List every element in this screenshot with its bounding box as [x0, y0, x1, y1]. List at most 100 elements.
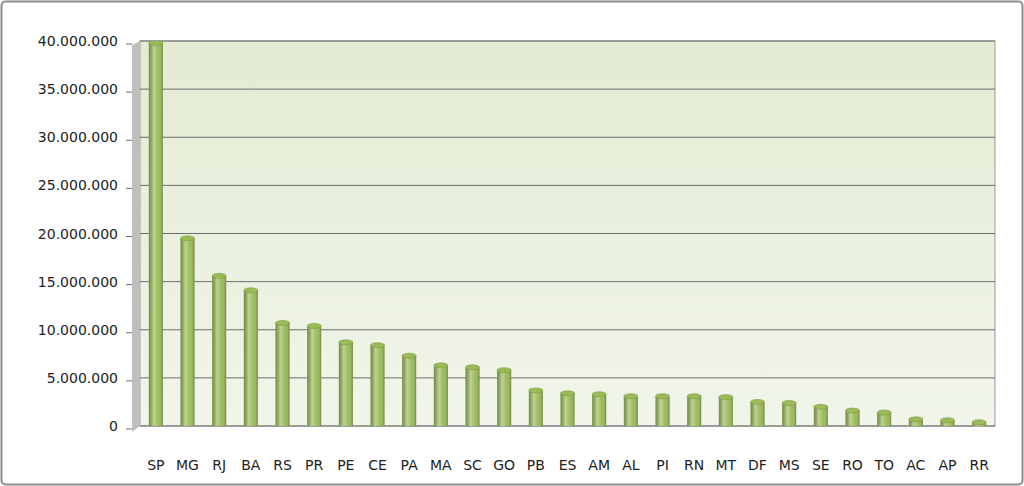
tick-mark: [126, 284, 132, 285]
category-label: BA: [241, 457, 261, 473]
grid-line: [140, 185, 995, 186]
bar: [149, 43, 163, 426]
bar: [782, 403, 796, 426]
category-label: PI: [656, 457, 669, 473]
bar-cap: [782, 400, 796, 405]
chart: 0 5.000.000 10.000.000 15.000.000 20.000.000…: [0, 0, 1024, 486]
bar-cap: [624, 394, 638, 399]
bar: [371, 345, 385, 426]
bar: [402, 356, 416, 426]
bar: [339, 342, 353, 426]
category-label: RO: [842, 457, 863, 473]
category-label: MT: [716, 457, 737, 473]
category-label: PR: [305, 457, 323, 473]
bar: [656, 396, 670, 426]
bar-shade: [212, 276, 226, 426]
bar: [751, 402, 765, 426]
bar-cap: [719, 395, 733, 400]
category-label: CE: [368, 457, 387, 473]
category-label: GO: [493, 457, 515, 473]
bar-cap: [181, 236, 195, 241]
bar-shade: [497, 370, 511, 426]
bar: [529, 390, 543, 426]
category-label: RN: [684, 457, 704, 473]
tick-mark: [126, 429, 132, 430]
bar: [814, 407, 828, 426]
category-label: RS: [273, 457, 292, 473]
tick-label: 40.000.000: [38, 33, 118, 49]
grid-line: [140, 89, 995, 90]
bar-cap: [814, 404, 828, 409]
category-label: AC: [906, 457, 925, 473]
tick-label: 0: [109, 418, 118, 434]
bar-cap: [307, 323, 321, 328]
bar-shade: [751, 402, 765, 426]
bar-cap: [877, 410, 891, 415]
plot-area: [140, 41, 995, 426]
bar-shade: [592, 394, 606, 426]
category-label: SP: [147, 457, 164, 473]
bar: [719, 397, 733, 426]
tick-label: 30.000.000: [38, 129, 118, 145]
category-label: RR: [969, 457, 989, 473]
tick-label: 25.000.000: [38, 177, 118, 193]
grid-line: [140, 377, 995, 378]
grid-line: [140, 137, 995, 138]
category-label: SE: [812, 457, 830, 473]
category-label: TO: [873, 457, 894, 473]
bar-shade: [434, 365, 448, 426]
bar-shade: [719, 397, 733, 426]
bar-shade: [181, 238, 195, 426]
bar-cap: [276, 321, 290, 326]
bar-shade: [624, 396, 638, 426]
category-label: MS: [779, 457, 800, 473]
tick-mark: [126, 380, 132, 381]
bar-shade: [687, 396, 701, 426]
bar-cap: [656, 394, 670, 399]
bar-cap: [434, 363, 448, 368]
bar: [624, 396, 638, 426]
bar: [212, 276, 226, 426]
tick-mark: [126, 140, 132, 141]
tick-label: 15.000.000: [38, 274, 118, 290]
tick-label: 20.000.000: [38, 226, 118, 242]
bar: [181, 238, 195, 426]
tick-mark: [126, 188, 132, 189]
bar-cap: [402, 353, 416, 358]
bar: [497, 370, 511, 426]
bar-cap: [212, 273, 226, 278]
category-label: PB: [527, 457, 545, 473]
bar-cap: [244, 288, 258, 293]
bar-cap: [592, 392, 606, 397]
bar: [307, 326, 321, 426]
side-wall: [132, 41, 140, 432]
bar-cap: [846, 408, 860, 413]
grid-line: [140, 329, 995, 330]
bar-cap: [466, 365, 480, 370]
tick-label: 10.000.000: [38, 322, 118, 338]
bar-shade: [529, 390, 543, 426]
bar-shade: [276, 323, 290, 426]
tick-mark: [126, 92, 132, 93]
bar-cap: [149, 41, 163, 45]
category-label: AM: [588, 457, 610, 473]
tick-label: 5.000.000: [47, 370, 118, 386]
bar-shade: [371, 345, 385, 426]
bar-shade: [149, 43, 163, 426]
grid-line: [140, 41, 995, 42]
category-label: AL: [622, 457, 640, 473]
tick-mark: [126, 236, 132, 237]
bar: [687, 396, 701, 426]
bar-cap: [941, 418, 955, 423]
bar-shade: [782, 403, 796, 426]
bars: [149, 41, 986, 426]
bar: [244, 290, 258, 426]
frame: [2, 2, 1023, 485]
bar-cap: [339, 340, 353, 345]
bar-cap: [561, 391, 575, 396]
bar-cap: [371, 343, 385, 348]
bar-cap: [972, 420, 986, 425]
grid-line: [140, 281, 995, 282]
tick-mark: [126, 44, 132, 45]
bar: [466, 367, 480, 426]
